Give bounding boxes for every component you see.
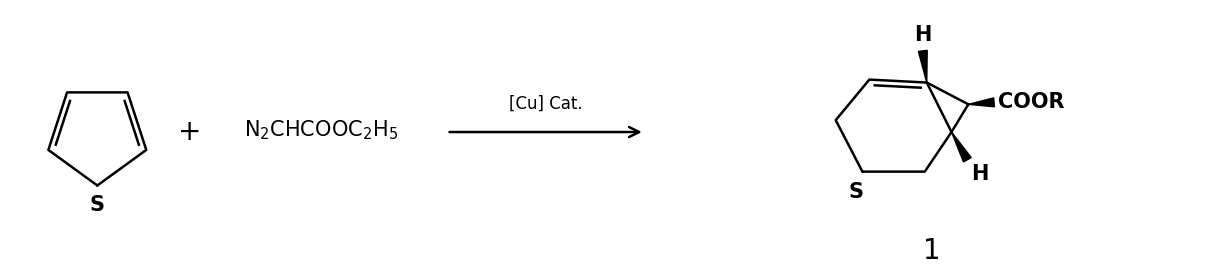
Text: +: + (178, 118, 201, 146)
Polygon shape (951, 132, 971, 162)
Text: N$_2$CHCOOC$_2$H$_5$: N$_2$CHCOOC$_2$H$_5$ (244, 118, 398, 142)
Text: S: S (89, 195, 104, 215)
Text: S: S (848, 181, 864, 202)
Text: [Cu] Cat.: [Cu] Cat. (509, 94, 582, 112)
Text: COOR: COOR (998, 92, 1064, 112)
Text: H: H (915, 25, 932, 45)
Text: H: H (971, 164, 988, 184)
Text: 1: 1 (923, 237, 940, 265)
Polygon shape (969, 98, 994, 107)
Polygon shape (918, 50, 927, 82)
